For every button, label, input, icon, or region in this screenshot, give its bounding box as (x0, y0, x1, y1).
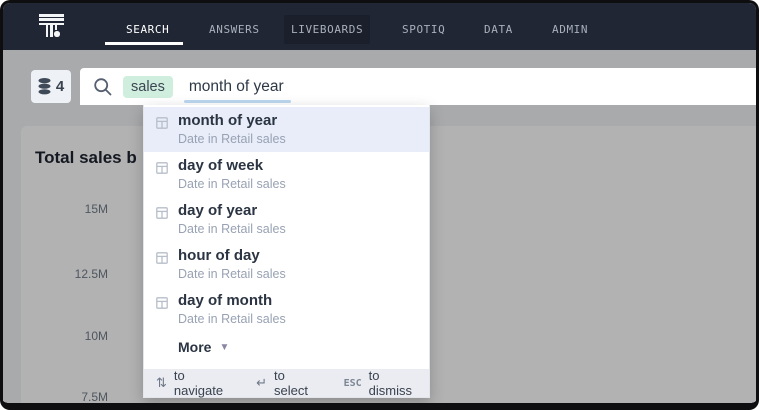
suggestion-title: day of year (178, 202, 258, 219)
search-query[interactable]: month of year (183, 77, 291, 103)
suggestion-day-of-year[interactable]: day of year Date in Retail sales (144, 197, 429, 242)
top-nav: SEARCH ANSWERS LIVEBOARDS SPOTIQ DATA AD… (3, 3, 756, 50)
select-hint: to select (274, 368, 309, 398)
data-source-count: 4 (55, 78, 65, 95)
navigate-hint: to navigate (173, 368, 224, 398)
search-bar[interactable]: sales month of year (80, 68, 756, 105)
nav-tab-answers[interactable]: ANSWERS (209, 23, 260, 36)
page-content: Total sales b 15M 12.5M 10M 7.5M sales 4 (3, 50, 756, 403)
suggestion-hour-of-day[interactable]: hour of day Date in Retail sales (144, 242, 429, 287)
chart-title: Total sales b (35, 148, 137, 167)
y-axis-tick: 7.5M (81, 390, 108, 404)
column-grid-icon (156, 161, 168, 174)
suggestion-subtitle: Date in Retail sales (178, 312, 286, 326)
suggestion-subtitle: Date in Retail sales (178, 267, 286, 281)
suggestion-month-of-year[interactable]: month of year Date in Retail sales (144, 107, 429, 152)
dropdown-footer: ⇅ to navigate ↵ to select ESC to dismiss (144, 368, 429, 398)
database-icon (38, 78, 51, 95)
nav-tab-spotiq[interactable]: SPOTIQ (402, 23, 446, 36)
esc-key-label: ESC (343, 377, 362, 389)
column-grid-icon (156, 116, 168, 129)
suggestion-list: month of year Date in Retail sales day o… (144, 105, 429, 332)
nav-tab-liveboards[interactable]: LIVEBOARDS (284, 15, 371, 44)
suggestion-title: day of week (178, 157, 264, 174)
y-axis-tick: 12.5M (74, 267, 108, 281)
query-underline (183, 100, 291, 103)
nav-tab-data[interactable]: DATA (484, 23, 513, 36)
updown-arrows-icon: ⇅ (156, 375, 167, 390)
suggestion-subtitle: Date in Retail sales (178, 132, 286, 146)
suggestion-subtitle: Date in Retail sales (178, 177, 286, 191)
column-grid-icon (156, 296, 168, 309)
column-grid-icon (156, 206, 168, 219)
suggestion-day-of-week[interactable]: day of week Date in Retail sales (144, 152, 429, 197)
suggestion-subtitle: Date in Retail sales (178, 222, 286, 236)
y-axis-tick: 15M (84, 202, 108, 216)
suggestion-day-of-month[interactable]: day of month Date in Retail sales (144, 287, 429, 332)
column-grid-icon (156, 251, 168, 264)
nav-tab-search[interactable]: SEARCH (126, 23, 170, 36)
nav-tab-admin[interactable]: ADMIN (552, 23, 589, 36)
y-axis-tick: 10M (84, 329, 108, 343)
search-icon (94, 77, 112, 95)
suggestion-title: hour of day (178, 247, 260, 264)
search-suggestions-dropdown: month of year Date in Retail sales day o… (143, 105, 430, 398)
more-suggestions-button[interactable]: More ▼ (144, 332, 429, 362)
search-token-sales[interactable]: sales (123, 75, 173, 98)
thoughtspot-logo-icon[interactable] (39, 14, 64, 38)
dismiss-hint: to dismiss (368, 368, 412, 398)
data-source-chip[interactable]: 4 (31, 70, 71, 103)
suggestion-title: day of month (178, 292, 273, 309)
active-tab-underline (105, 42, 183, 45)
suggestion-title: month of year (178, 112, 278, 129)
more-label: More (178, 339, 212, 355)
search-query-text: month of year (188, 77, 284, 95)
chevron-down-icon: ▼ (219, 341, 230, 353)
enter-key-icon: ↵ (256, 375, 268, 390)
